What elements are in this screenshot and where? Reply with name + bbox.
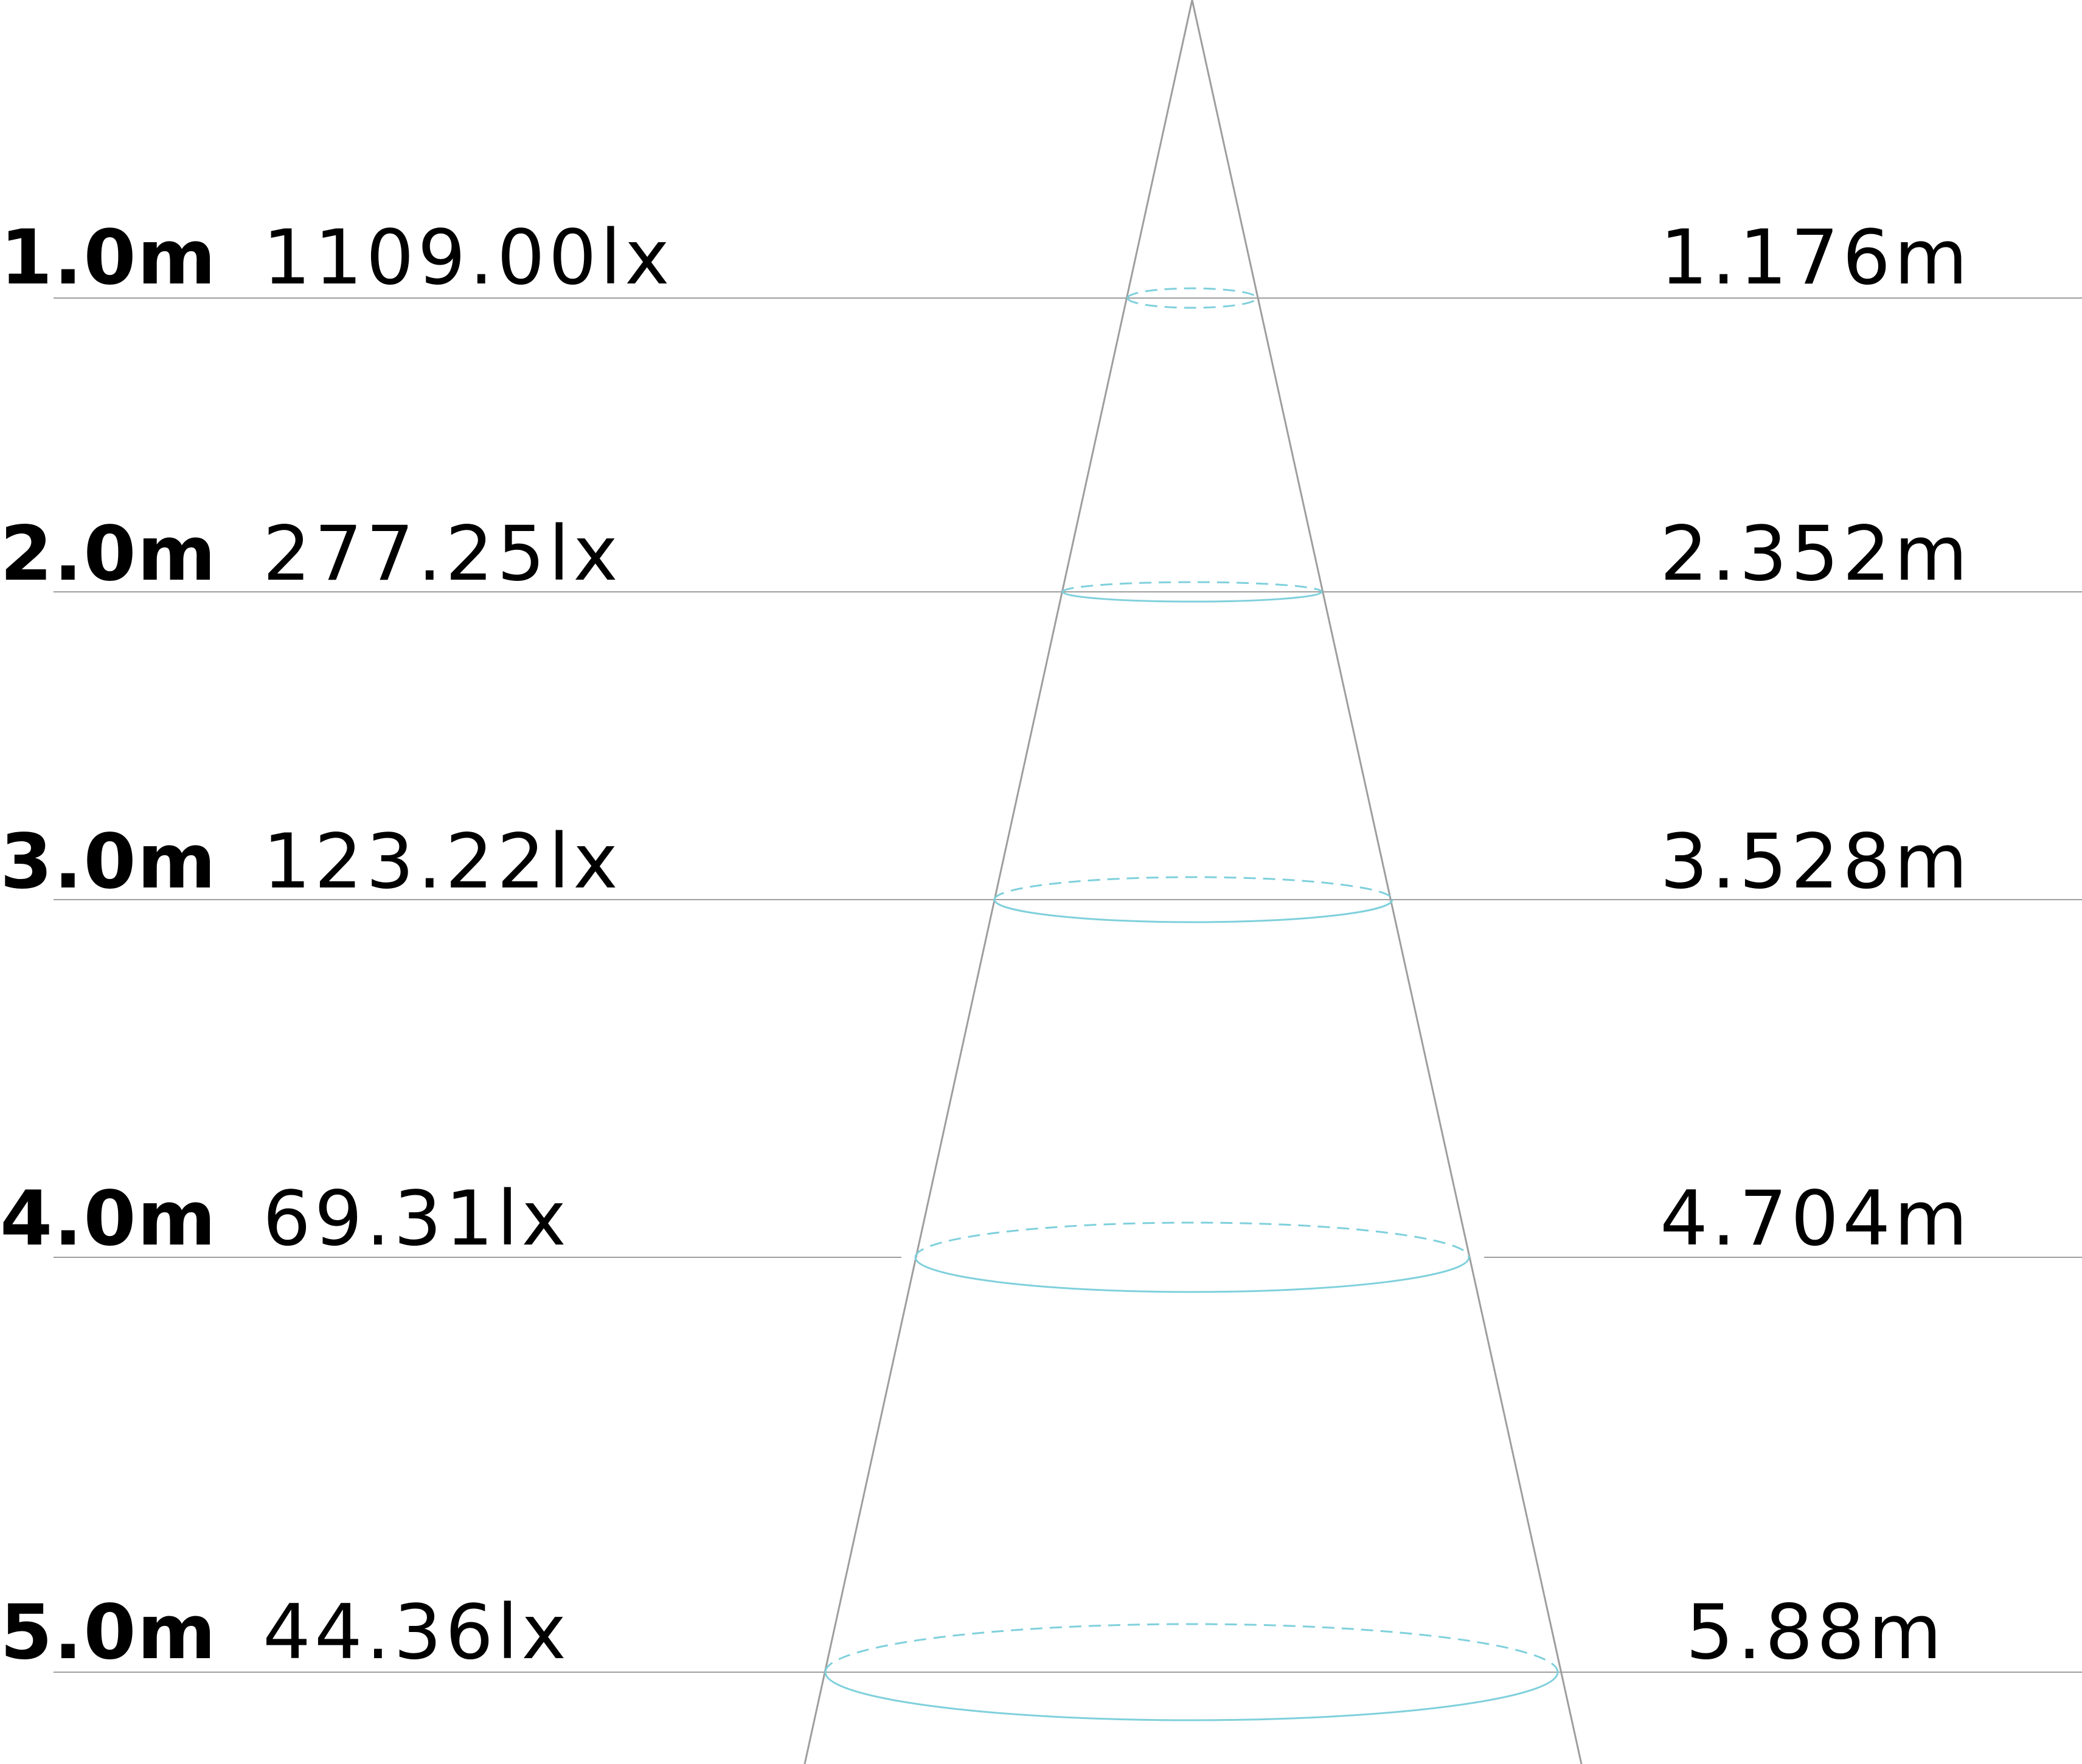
row-2m: 2.0m 277.25lx 2.352m	[0, 510, 2082, 603]
beam-ellipse-back	[1126, 287, 1258, 299]
distance-label: 3.0m	[0, 818, 217, 906]
row-1m: 1.0m 1109.00lx 1.176m	[0, 214, 2082, 309]
row-4m: 4.0m 69.31lx 4.704m	[0, 1175, 2082, 1293]
beam-diameter-label: 5.88m	[1686, 1589, 1946, 1676]
illuminance-label: 1109.00lx	[263, 214, 673, 302]
distance-label: 5.0m	[0, 1589, 217, 1676]
beam-diameter-label: 4.704m	[1660, 1175, 1971, 1263]
beam-ellipse-front	[914, 1257, 1470, 1293]
beam-ellipse-front	[1061, 591, 1323, 603]
illuminance-label: 44.36lx	[263, 1589, 570, 1676]
beam-ellipse-back	[993, 876, 1393, 900]
beam-ellipse-front	[1126, 297, 1258, 309]
beam-ellipse-back	[824, 1623, 1559, 1673]
beam-diameter-label: 1.176m	[1660, 214, 1971, 302]
row-5m: 5.0m 44.36lx 5.88m	[0, 1589, 2082, 1721]
distance-label: 1.0m	[0, 214, 217, 302]
beam-ellipse-back	[914, 1221, 1470, 1258]
beam-ellipse-front	[824, 1672, 1559, 1721]
row-3m: 3.0m 123.22lx 3.528m	[0, 818, 2082, 923]
distance-label: 2.0m	[0, 510, 217, 598]
distance-label: 4.0m	[0, 1175, 217, 1263]
cone-right-edge	[1191, 0, 1583, 1764]
cone-left-edge	[803, 0, 1193, 1764]
beam-ellipse-front	[993, 899, 1393, 923]
beam-diameter-label: 3.528m	[1660, 818, 1971, 906]
beam-diameter-label: 2.352m	[1660, 510, 1971, 598]
illuminance-label: 123.22lx	[263, 818, 622, 906]
illuminance-label: 277.25lx	[263, 510, 622, 598]
beam-ellipse-back	[1061, 581, 1323, 592]
illuminance-label: 69.31lx	[263, 1175, 570, 1263]
